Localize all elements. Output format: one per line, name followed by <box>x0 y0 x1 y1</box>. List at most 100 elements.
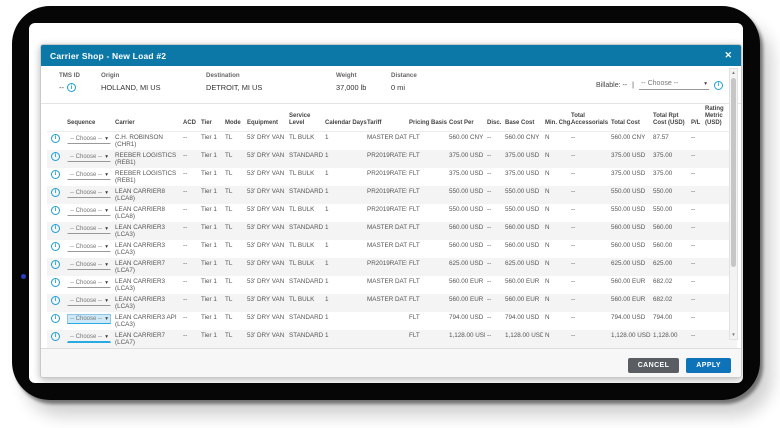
row-info-icon[interactable]: i <box>51 313 60 323</box>
dialog-footer: CANCEL APPLY <box>41 347 741 377</box>
tms-id-info-icon[interactable]: i <box>66 83 76 92</box>
total-accessorials-cell: -- <box>571 259 576 267</box>
scrollbar-down-arrow[interactable]: ▼ <box>731 332 736 337</box>
base-cost-cell: 375.00 USD <box>505 151 540 159</box>
service-level-cell: TL BULK <box>289 259 315 267</box>
row-info-icon[interactable]: i <box>51 259 60 269</box>
disc-cell: -- <box>487 295 492 303</box>
tier-cell: Tier 1 <box>201 259 217 267</box>
cancel-button[interactable]: CANCEL <box>627 358 680 374</box>
row-info-cell: i <box>47 258 65 276</box>
row-info-cell: i <box>47 330 65 348</box>
mode-cell: TL <box>225 187 233 195</box>
sequence-dropdown[interactable]: -- Choose -- ▾ <box>67 206 111 217</box>
calendar-days-cell: 1 <box>325 241 329 249</box>
column-header: ACD <box>181 104 199 132</box>
min-chg-cell: N <box>545 241 550 249</box>
total-cost-cell: 375.00 USD <box>611 151 646 159</box>
calendar-days-cell: 1 <box>325 331 329 339</box>
column-header: Cost Per <box>447 104 485 132</box>
row-info-icon[interactable]: i <box>51 187 60 197</box>
carrier-cell: REEBER LOGISTICS (REB1) <box>115 169 177 184</box>
total-accessorials-cell: -- <box>571 151 576 159</box>
summary-bar: TMS ID -- i Origin HOLLAND, MI US Destin… <box>41 66 741 104</box>
vertical-scrollbar[interactable]: ▲ ▼ <box>729 68 738 340</box>
sequence-dropdown[interactable]: -- Choose -- ▾ <box>67 134 111 145</box>
table-row: i -- Choose -- ▾ LEAN CARRIER3 (LCA3) -- … <box>47 293 737 312</box>
base-cost-cell: 560.00 USD <box>505 241 540 249</box>
mode-cell: TL <box>225 313 233 321</box>
total-accessorials-cell: -- <box>571 205 576 213</box>
scrollbar-thumb[interactable] <box>731 78 736 267</box>
tier-cell: Tier 1 <box>201 169 217 177</box>
row-info-icon[interactable]: i <box>51 331 60 341</box>
pricing-basis-cell: FLT <box>409 205 420 213</box>
equipment-cell: 53' DRY VAN <box>247 223 285 231</box>
tariff-cell: PR2019RATES <box>367 259 407 267</box>
row-info-cell: i <box>47 186 65 204</box>
pricing-basis-cell: FLT <box>409 169 420 177</box>
sequence-dropdown[interactable]: -- Choose -- ▾ <box>67 170 111 181</box>
row-info-icon[interactable]: i <box>51 205 60 215</box>
close-icon[interactable]: ✕ <box>724 50 732 60</box>
equipment-cell: 53' DRY VAN <box>247 205 285 213</box>
pricing-basis-cell: FLT <box>409 295 420 303</box>
disc-cell: -- <box>487 187 492 195</box>
total-cost-cell: 1,128.00 USD <box>611 331 651 339</box>
sequence-cell: -- Choose -- ▾ <box>65 222 113 240</box>
pl-cell: -- <box>691 169 696 177</box>
acd-cell: -- <box>183 169 188 177</box>
acd-cell: -- <box>183 295 188 303</box>
sequence-dropdown[interactable]: -- Choose -- ▾ <box>67 260 111 271</box>
screen: Carrier Shop - New Load #2 ✕ TMS ID -- i… <box>29 23 743 383</box>
row-info-icon[interactable]: i <box>51 169 60 179</box>
carrier-cell: LEAN CARRIER7 (LCA7) <box>115 259 166 274</box>
sequence-dropdown[interactable]: -- Choose -- ▾ <box>67 242 111 253</box>
min-chg-cell: N <box>545 259 550 267</box>
total-rpt-cost-cell: 375.00 <box>653 169 673 177</box>
apply-button[interactable]: APPLY <box>686 358 731 374</box>
total-rpt-cost-cell: 560.00 <box>653 241 673 249</box>
total-rpt-cost-cell: 87.57 <box>653 133 669 141</box>
sequence-dropdown[interactable]: -- Choose -- ▾ <box>67 152 111 163</box>
field-label: Origin <box>101 72 120 79</box>
acd-cell: -- <box>183 133 188 141</box>
column-header: Tariff <box>365 104 407 132</box>
tier-cell: Tier 1 <box>201 187 217 195</box>
sequence-dropdown[interactable]: -- Choose -- ▾ <box>67 188 111 199</box>
row-info-icon[interactable]: i <box>51 277 60 287</box>
acd-cell: -- <box>183 151 188 159</box>
sequence-cell: -- Choose -- ▾ <box>65 240 113 258</box>
pricing-basis-cell: FLT <box>409 313 420 321</box>
field-label: Weight <box>336 72 357 79</box>
carrier-table: Sequence Carrier ACD Tier Mode Equipment… <box>47 104 737 348</box>
pl-cell: -- <box>691 151 696 159</box>
pl-cell: -- <box>691 133 696 141</box>
sequence-dropdown[interactable]: -- Choose -- ▾ <box>67 278 111 289</box>
row-info-icon[interactable]: i <box>51 133 60 143</box>
sequence-dropdown[interactable]: -- Choose -- ▾ <box>67 224 111 235</box>
pricing-basis-cell: FLT <box>409 259 420 267</box>
billable-info-icon[interactable]: i <box>714 80 723 90</box>
sequence-cell: -- Choose -- ▾ <box>65 258 113 276</box>
sequence-dropdown[interactable]: -- Choose -- ▾ <box>67 332 111 344</box>
base-cost-cell: 1,128.00 USD <box>505 331 543 339</box>
disc-cell: -- <box>487 259 492 267</box>
carrier-table-wrap: Sequence Carrier ACD Tier Mode Equipment… <box>41 104 741 348</box>
mode-cell: TL <box>225 331 233 339</box>
equipment-cell: 53' DRY VAN <box>247 313 285 321</box>
row-info-icon[interactable]: i <box>51 241 60 251</box>
sequence-dropdown[interactable]: -- Choose -- ▾ <box>67 296 111 307</box>
billable-dropdown[interactable]: -- Choose -- ▾ <box>639 80 709 90</box>
service-level-cell: STANDARD <box>289 151 323 159</box>
billable-group: Billable: -- | -- Choose -- ▾ i <box>596 80 723 90</box>
row-info-icon[interactable]: i <box>51 295 60 305</box>
scrollbar-up-arrow[interactable]: ▲ <box>731 70 736 75</box>
equipment-cell: 53' DRY VAN <box>247 295 285 303</box>
row-info-icon[interactable]: i <box>51 151 60 161</box>
table-row: i -- Choose -- ▾ REEBER LOGISTICS (REB1) … <box>47 149 737 168</box>
total-cost-cell: 560.00 EUR <box>611 277 646 285</box>
sequence-dropdown[interactable]: -- Choose -- ▾ <box>67 313 111 325</box>
tariff-cell: PR2019RATES <box>367 205 407 213</box>
row-info-icon[interactable]: i <box>51 223 60 233</box>
